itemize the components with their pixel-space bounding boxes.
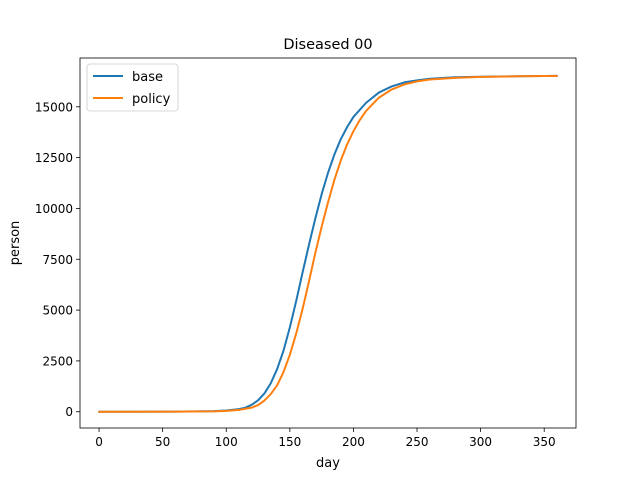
plot-area: [80, 58, 576, 428]
x-tick-label: 0: [95, 435, 103, 449]
x-tick-label: 350: [533, 435, 556, 449]
y-tick-label: 0: [65, 405, 73, 419]
x-axis-ticks: 0 50 100 150 200 250 300 350: [95, 428, 556, 449]
x-tick-label: 100: [215, 435, 238, 449]
y-tick-label: 2500: [42, 354, 73, 368]
x-tick-label: 200: [342, 435, 365, 449]
legend-label-policy: policy: [132, 92, 171, 107]
x-axis-label: day: [316, 456, 340, 471]
x-tick-label: 50: [155, 435, 170, 449]
y-tick-label: 15000: [35, 100, 73, 114]
chart-title: Diseased 00: [283, 37, 372, 53]
y-axis-ticks: 0 2500 5000 7500 10000 12500 15000: [35, 100, 80, 419]
y-axis-label: person: [8, 221, 23, 266]
legend: base policy: [86, 63, 179, 112]
legend-label-base: base: [132, 70, 163, 85]
series-line-policy: [98, 74, 558, 413]
y-tick-label: 7500: [42, 253, 73, 267]
series-line-base: [98, 74, 558, 413]
series-layer: [98, 74, 558, 413]
y-tick-label: 12500: [35, 151, 73, 165]
x-tick-label: 250: [406, 435, 429, 449]
y-tick-label: 5000: [42, 304, 73, 318]
x-tick-label: 150: [278, 435, 301, 449]
x-tick-label: 300: [469, 435, 492, 449]
plot-frame: [79, 57, 577, 429]
y-tick-label: 10000: [35, 202, 73, 216]
